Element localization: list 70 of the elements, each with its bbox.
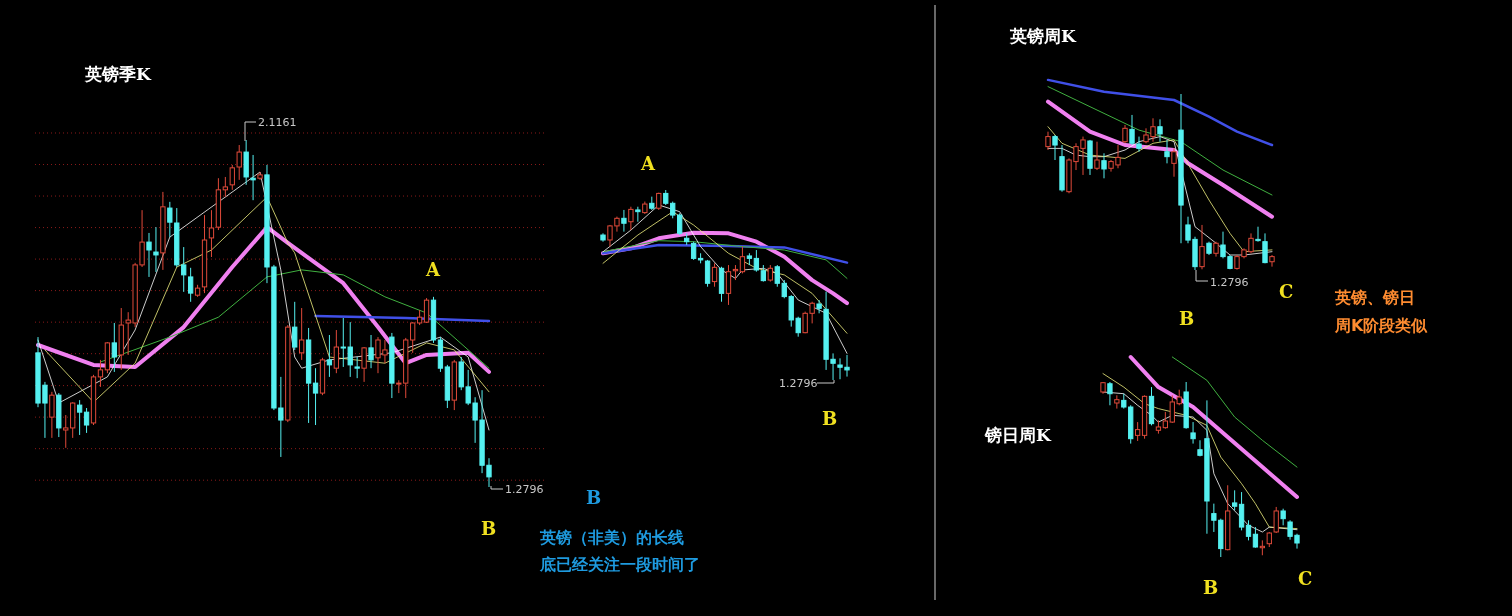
candlestick (153, 226, 159, 273)
candlestick (1157, 118, 1163, 143)
candlestick (361, 346, 367, 383)
candlestick (368, 334, 374, 369)
candlestick (725, 264, 732, 306)
candlestick (1238, 491, 1245, 531)
candlestick (1255, 226, 1261, 243)
candlestick (816, 299, 822, 314)
candlestick (1171, 147, 1177, 178)
candlestick (1164, 139, 1170, 164)
annotation: A (425, 259, 441, 280)
text: B (481, 518, 497, 539)
text: B (1203, 577, 1219, 598)
candlestick (1094, 141, 1100, 171)
candlestick (1190, 421, 1196, 445)
text: 2.1161 (258, 116, 297, 129)
candlestick (111, 322, 117, 373)
text: B (586, 487, 602, 508)
candlestick (739, 246, 746, 274)
text: 英镑、镑日 (1334, 288, 1415, 307)
candlestick (326, 334, 333, 378)
candlestick (354, 356, 360, 379)
candlestick (621, 209, 627, 233)
candlestick (76, 399, 83, 436)
candlestick (146, 232, 152, 278)
candlestick (635, 206, 641, 223)
annotation: 1.2796 (779, 377, 818, 390)
candlestick (1045, 131, 1051, 151)
candlestick (628, 206, 634, 231)
candlestick (690, 241, 697, 261)
candlestick (1269, 254, 1275, 268)
text: 周K阶段类似 (1334, 316, 1429, 335)
candlestick (704, 259, 711, 288)
text: B (822, 408, 838, 429)
candlestick (1052, 134, 1058, 161)
text: 底已经关注一段时间了 (539, 555, 700, 574)
text: 1.2796 (505, 483, 544, 496)
candlestick (1101, 152, 1107, 179)
candlestick (1231, 489, 1238, 511)
candlestick (1134, 421, 1141, 442)
candlestick (1199, 224, 1205, 270)
candlestick (1252, 526, 1259, 549)
candlestick (250, 154, 256, 201)
candlestick (299, 307, 305, 361)
candlestick (711, 262, 718, 288)
text: A (640, 153, 656, 174)
chart-title: 英镑季K (84, 64, 152, 84)
text: C (1298, 568, 1313, 589)
text: 镑日周K (984, 425, 1052, 445)
candlestick (83, 407, 90, 434)
candlestick (97, 359, 104, 388)
candlestick (312, 367, 319, 426)
candlestick (1122, 124, 1128, 144)
candlestick (292, 301, 298, 351)
text: C (1279, 281, 1294, 302)
candlestick (1114, 394, 1120, 410)
text: B (1179, 308, 1195, 329)
text: 英镑（非美）的长线 (539, 528, 684, 547)
candlestick (208, 209, 215, 258)
candlestick (333, 329, 339, 374)
candlestick (49, 391, 55, 439)
candlestick (1262, 232, 1268, 264)
candlestick (188, 267, 194, 303)
candlestick (222, 176, 228, 198)
candlestick (753, 249, 760, 273)
chart-title: 英镑周K (1009, 26, 1077, 46)
candlestick (423, 297, 430, 324)
candlestick (1245, 519, 1252, 541)
candlestick (1107, 381, 1113, 406)
text: 1.2796 (1210, 276, 1249, 289)
